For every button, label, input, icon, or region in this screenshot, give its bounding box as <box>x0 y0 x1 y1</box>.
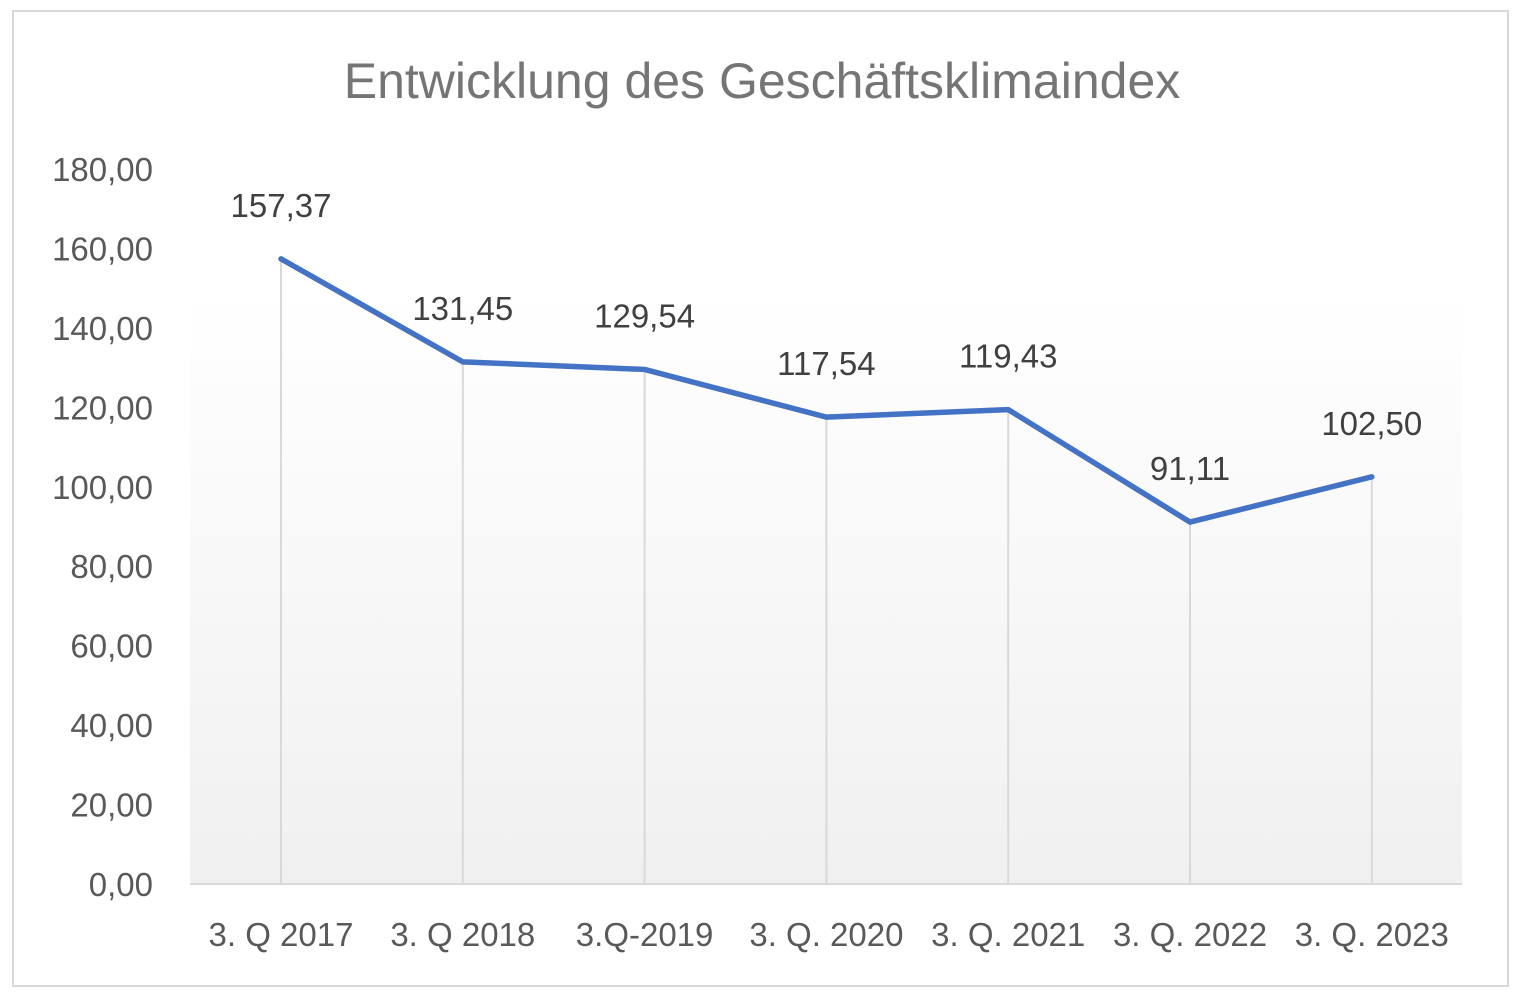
x-tick-label: 3. Q 2017 <box>209 916 354 953</box>
x-tick-label: 3. Q. 2022 <box>1113 916 1267 953</box>
data-point <box>1005 407 1011 413</box>
y-tick-label: 140,00 <box>52 310 153 347</box>
y-tick-label: 80,00 <box>70 548 153 585</box>
y-tick-label: 120,00 <box>52 389 153 426</box>
y-tick-label: 160,00 <box>52 230 153 267</box>
data-point <box>642 366 648 372</box>
data-point <box>278 256 284 262</box>
data-label: 119,43 <box>959 338 1057 375</box>
data-point <box>1187 519 1193 525</box>
data-label: 157,37 <box>231 187 332 224</box>
chart-frame <box>12 10 1509 987</box>
x-tick-label: 3. Q 2018 <box>390 916 535 953</box>
x-tick-label: 3. Q. 2021 <box>931 916 1085 953</box>
data-label: 91,11 <box>1150 450 1230 487</box>
data-label: 117,54 <box>777 345 875 382</box>
y-tick-label: 100,00 <box>52 469 153 506</box>
data-label: 102,50 <box>1321 405 1422 442</box>
data-point <box>823 414 829 420</box>
y-tick-label: 20,00 <box>70 787 153 824</box>
y-tick-label: 40,00 <box>70 707 153 744</box>
x-tick-label: 3. Q. 2023 <box>1295 916 1449 953</box>
data-point <box>460 359 466 365</box>
data-label: 129,54 <box>594 297 695 334</box>
x-tick-label: 3. Q. 2020 <box>749 916 903 953</box>
data-label: 131,45 <box>412 290 513 327</box>
y-tick-label: 180,00 <box>52 151 153 188</box>
y-tick-label: 60,00 <box>70 628 153 665</box>
chart-title: Entwicklung des Geschäftsklimaindex <box>344 53 1181 109</box>
y-tick-label: 0,00 <box>89 866 153 903</box>
x-tick-label: 3.Q-2019 <box>576 916 714 953</box>
data-point <box>1369 474 1375 480</box>
